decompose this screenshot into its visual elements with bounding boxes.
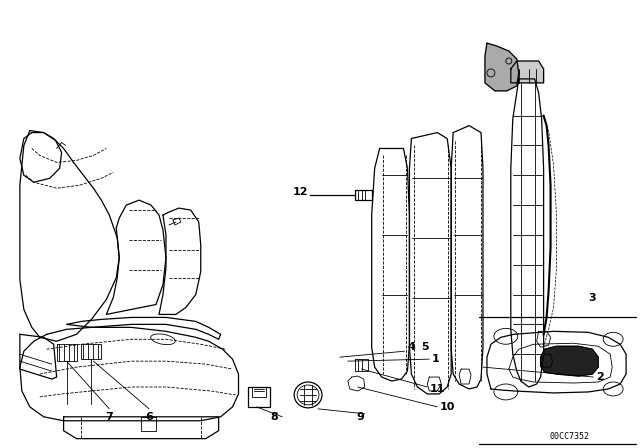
Polygon shape — [63, 417, 219, 439]
Polygon shape — [20, 327, 239, 421]
Text: 12: 12 — [292, 187, 308, 197]
Polygon shape — [541, 354, 552, 367]
Text: 1: 1 — [431, 354, 439, 364]
Polygon shape — [511, 79, 543, 387]
Polygon shape — [20, 130, 119, 341]
Text: 6: 6 — [145, 412, 153, 422]
Polygon shape — [509, 343, 612, 383]
Text: 5: 5 — [421, 342, 429, 352]
Text: 3: 3 — [588, 293, 596, 302]
Text: 8: 8 — [271, 412, 278, 422]
Polygon shape — [252, 387, 266, 397]
Polygon shape — [141, 417, 156, 431]
Polygon shape — [541, 346, 598, 376]
Polygon shape — [348, 376, 365, 391]
Text: 7: 7 — [106, 412, 113, 422]
Polygon shape — [372, 148, 410, 381]
Polygon shape — [106, 200, 166, 314]
Polygon shape — [355, 359, 368, 371]
Polygon shape — [173, 218, 181, 225]
Polygon shape — [537, 332, 550, 347]
Polygon shape — [20, 133, 61, 182]
Polygon shape — [410, 133, 451, 394]
Polygon shape — [20, 334, 57, 379]
Text: 11: 11 — [429, 384, 445, 394]
Polygon shape — [159, 208, 201, 314]
Text: 9: 9 — [357, 412, 365, 422]
Polygon shape — [487, 332, 626, 393]
Polygon shape — [248, 387, 270, 407]
Text: 2: 2 — [596, 372, 604, 382]
Polygon shape — [459, 369, 471, 384]
Polygon shape — [451, 125, 483, 389]
Polygon shape — [485, 43, 519, 91]
Polygon shape — [81, 344, 101, 359]
Polygon shape — [67, 318, 221, 339]
Polygon shape — [57, 344, 77, 361]
Polygon shape — [428, 377, 441, 391]
Text: 4: 4 — [408, 342, 415, 352]
Text: 00CC7352: 00CC7352 — [550, 432, 589, 441]
Polygon shape — [511, 61, 543, 83]
Polygon shape — [355, 190, 372, 200]
Text: 10: 10 — [439, 402, 454, 412]
